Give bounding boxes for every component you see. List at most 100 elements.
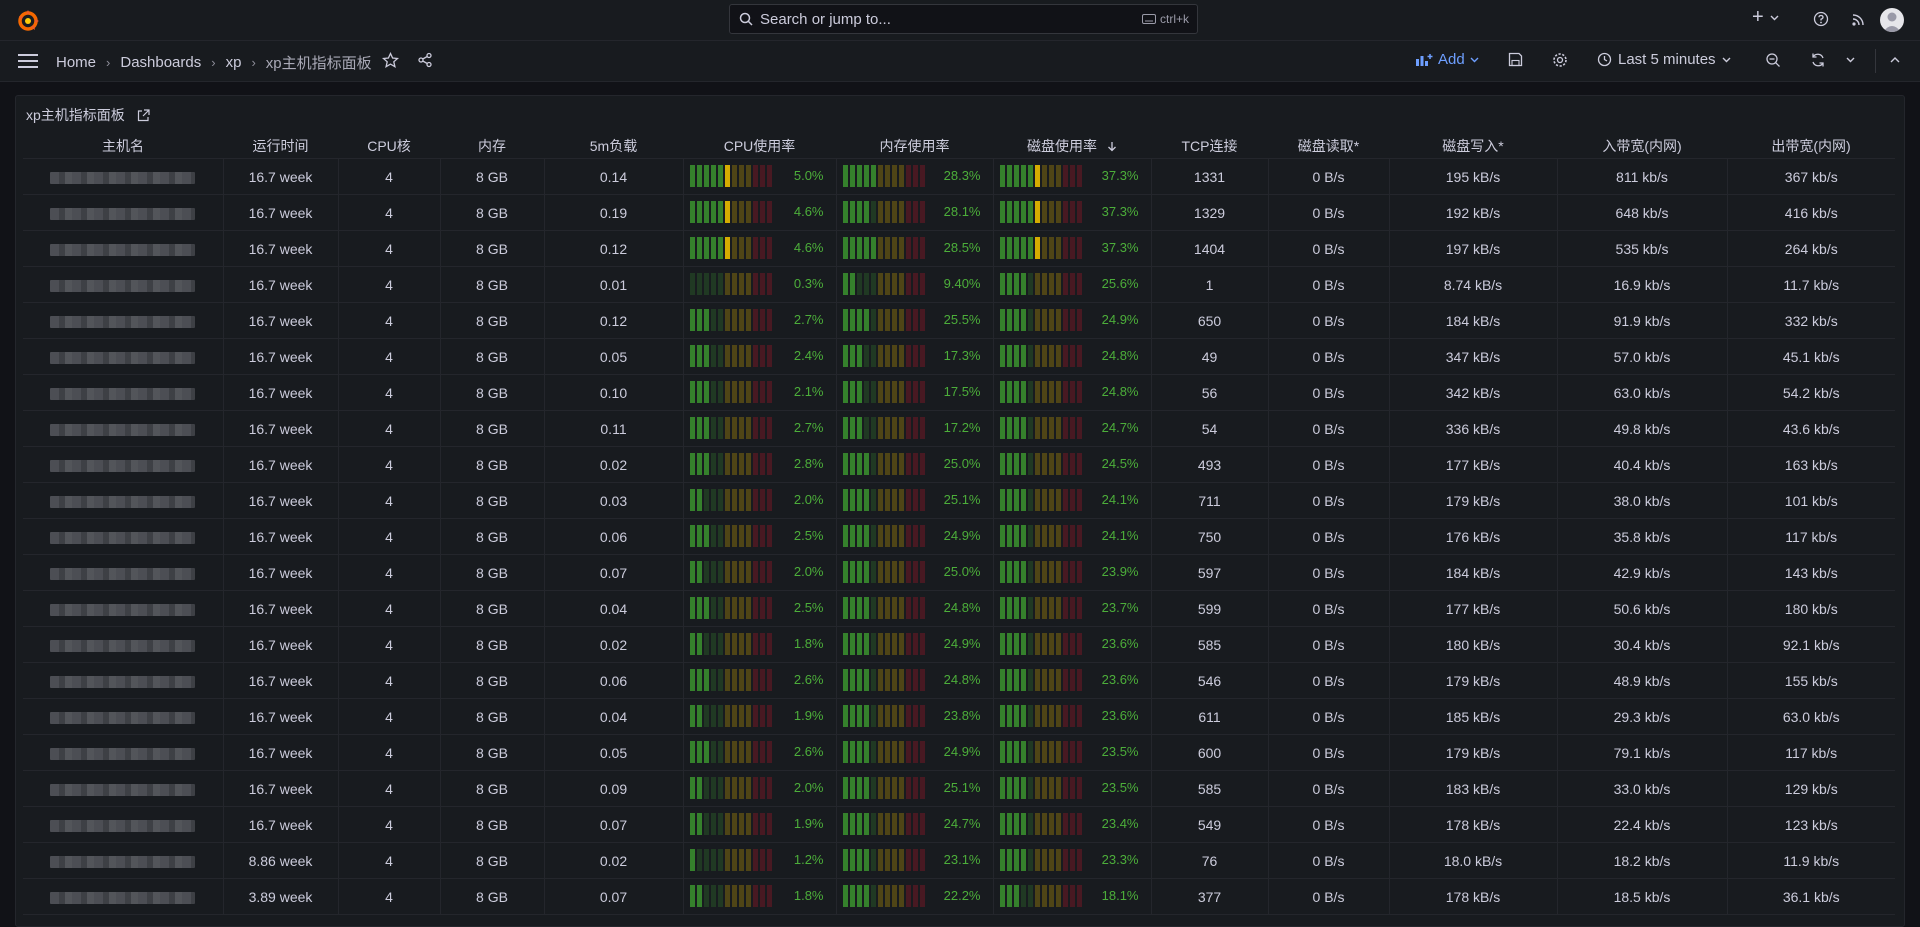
table-row[interactable]: 16.7 week 4 8 GB 0.05 2.6% 24.9% 23.5% 600 0 B/s… (23, 734, 1895, 771)
gauge-bar (689, 633, 772, 655)
hostname-cell[interactable] (23, 878, 224, 915)
grafana-logo-icon[interactable] (15, 8, 41, 34)
table-row[interactable]: 16.7 week 4 8 GB 0.07 2.0% 25.0% 23.9% 597 0 B/s… (23, 554, 1895, 591)
hostname-cell[interactable] (23, 842, 224, 879)
column-header-cpu-cores[interactable]: CPU核 (338, 134, 440, 159)
hostname-cell[interactable] (23, 158, 224, 195)
external-link-icon[interactable] (137, 108, 150, 122)
tcp-cell: 546 (1151, 662, 1269, 699)
star-icon[interactable] (382, 52, 399, 69)
menu-icon[interactable] (18, 53, 38, 69)
hostname-cell[interactable] (23, 482, 224, 519)
table-row[interactable]: 16.7 week 4 8 GB 0.04 2.5% 24.8% 23.7% 599 0 B/s… (23, 590, 1895, 627)
gauge-segment (999, 525, 1005, 547)
table-row[interactable]: 16.7 week 4 8 GB 0.12 4.6% 28.5% 37.3% 1404 0 B/… (23, 230, 1895, 267)
help-icon[interactable] (1813, 11, 1829, 27)
table-row[interactable]: 8.86 week 4 8 GB 0.02 1.2% 23.1% 23.3% 76 0 B/s 1… (23, 842, 1895, 879)
table-row[interactable]: 3.89 week 4 8 GB 0.07 1.8% 22.2% 18.1% 377 0 B/s… (23, 878, 1895, 915)
table-row[interactable]: 16.7 week 4 8 GB 0.19 4.6% 28.1% 37.3% 1329 0 B/… (23, 194, 1895, 231)
gauge-segment (1041, 813, 1047, 835)
gauge-segment (1048, 777, 1054, 799)
hostname-cell[interactable] (23, 698, 224, 735)
hostname-cell[interactable] (23, 194, 224, 231)
refresh-icon[interactable] (1810, 52, 1826, 68)
chevron-up-icon[interactable] (1890, 56, 1900, 63)
column-header-tcp[interactable]: TCP连接 (1151, 134, 1268, 159)
hostname-cell[interactable] (23, 806, 224, 843)
breadcrumb-dashboards[interactable]: Dashboards (120, 54, 202, 71)
table-row[interactable]: 16.7 week 4 8 GB 0.04 1.9% 23.8% 23.6% 611 0 B/s… (23, 698, 1895, 735)
hostname-cell[interactable] (23, 338, 224, 375)
column-header-load-5m[interactable]: 5m负载 (544, 134, 683, 159)
hostname-cell[interactable] (23, 230, 224, 267)
hostname-cell[interactable] (23, 518, 224, 555)
hostname-cell[interactable] (23, 770, 224, 807)
table-row[interactable]: 16.7 week 4 8 GB 0.11 2.7% 17.2% 24.7% 54 0 B/s 3… (23, 410, 1895, 447)
gauge-segment (731, 777, 737, 799)
hostname-cell[interactable] (23, 374, 224, 411)
table-row[interactable]: 16.7 week 4 8 GB 0.06 2.6% 24.8% 23.6% 546 0 B/s… (23, 662, 1895, 699)
gauge-segment (696, 705, 702, 727)
zoom-out-icon[interactable] (1765, 52, 1781, 68)
table-row[interactable]: 16.7 week 4 8 GB 0.03 2.0% 25.1% 24.1% 711 0 B/s… (23, 482, 1895, 519)
gauge-segment (1013, 489, 1019, 511)
column-header-uptime[interactable]: 运行时间 (223, 134, 338, 159)
hostname-cell[interactable] (23, 446, 224, 483)
table-row[interactable]: 16.7 week 4 8 GB 0.07 1.9% 24.7% 23.4% 549 0 B/s… (23, 806, 1895, 843)
column-header-disk-write[interactable]: 磁盘写入* (1389, 134, 1557, 159)
gauge-segment (1020, 777, 1026, 799)
table-row[interactable]: 16.7 week 4 8 GB 0.09 2.0% 25.1% 23.5% 585 0 B/s… (23, 770, 1895, 807)
column-header-disk-usage[interactable]: 磁盘使用率 (993, 134, 1151, 159)
new-plus-icon[interactable]: + (1752, 6, 1764, 28)
gauge-segment (1055, 201, 1061, 223)
disk-read-cell: 0 B/s (1268, 374, 1390, 411)
column-header-cpu-usage[interactable]: CPU使用率 (683, 134, 836, 159)
table-row[interactable]: 16.7 week 4 8 GB 0.01 0.3% 9.40% 25.6% 1 0 B/s 8.… (23, 266, 1895, 303)
rss-news-icon[interactable] (1851, 12, 1866, 27)
time-range-picker[interactable]: Last 5 minutes (1597, 51, 1731, 68)
share-icon[interactable] (417, 52, 433, 68)
gauge-segment (877, 345, 883, 367)
table-row[interactable]: 16.7 week 4 8 GB 0.05 2.4% 17.3% 24.8% 49 0 B/s 3… (23, 338, 1895, 375)
settings-gear-icon[interactable] (1552, 52, 1568, 68)
table-row[interactable]: 16.7 week 4 8 GB 0.10 2.1% 17.5% 24.8% 56 0 B/s 3… (23, 374, 1895, 411)
column-header-out-bandwidth[interactable]: 出带宽(内网) (1727, 134, 1895, 159)
chevron-down-icon[interactable] (1770, 15, 1779, 21)
gauge-segment (919, 273, 925, 295)
hostname-cell[interactable] (23, 662, 224, 699)
column-header-mem-usage[interactable]: 内存使用率 (836, 134, 993, 159)
hostname-cell[interactable] (23, 734, 224, 771)
gauge-segment (724, 885, 730, 907)
column-header-disk-read[interactable]: 磁盘读取* (1268, 134, 1389, 159)
table-row[interactable]: 16.7 week 4 8 GB 0.12 2.7% 25.5% 24.9% 650 0 B/s… (23, 302, 1895, 339)
table-row[interactable]: 16.7 week 4 8 GB 0.02 2.8% 25.0% 24.5% 493 0 B/s… (23, 446, 1895, 483)
user-avatar[interactable] (1880, 8, 1904, 32)
breadcrumb-folder[interactable]: xp (225, 54, 242, 71)
column-header-memory[interactable]: 内存 (440, 134, 544, 159)
gauge-segment (1006, 345, 1012, 367)
gauge-segment (710, 813, 716, 835)
gauge-segment (703, 237, 709, 259)
uptime-cell: 16.7 week (223, 230, 339, 267)
table-row[interactable]: 16.7 week 4 8 GB 0.06 2.5% 24.9% 24.1% 750 0 B/s… (23, 518, 1895, 555)
chevron-down-icon[interactable] (1846, 57, 1855, 63)
save-icon[interactable] (1508, 52, 1523, 67)
gauge-bar (842, 381, 925, 403)
hostname-cell[interactable] (23, 626, 224, 663)
search-input[interactable]: Search or jump to... ctrl+k (729, 4, 1198, 34)
column-header-hostname[interactable]: 主机名 (23, 134, 223, 159)
table-row[interactable]: 16.7 week 4 8 GB 0.14 5.0% 28.3% 37.3% 1331 0 B/… (23, 158, 1895, 195)
hostname-cell[interactable] (23, 410, 224, 447)
table-row[interactable]: 16.7 week 4 8 GB 0.02 1.8% 24.9% 23.6% 585 0 B/s… (23, 626, 1895, 663)
hostname-cell[interactable] (23, 266, 224, 303)
hostname-cell[interactable] (23, 302, 224, 339)
column-header-in-bandwidth[interactable]: 入带宽(内网) (1557, 134, 1727, 159)
gauge-segment (842, 453, 848, 475)
add-button[interactable]: Add (1415, 51, 1479, 68)
panel-header[interactable]: xp主机指标面板 (26, 105, 150, 125)
gauge-segment (877, 741, 883, 763)
hostname-cell[interactable] (23, 590, 224, 627)
gauge-segment (912, 165, 918, 187)
breadcrumb-home[interactable]: Home (56, 54, 97, 71)
hostname-cell[interactable] (23, 554, 224, 591)
